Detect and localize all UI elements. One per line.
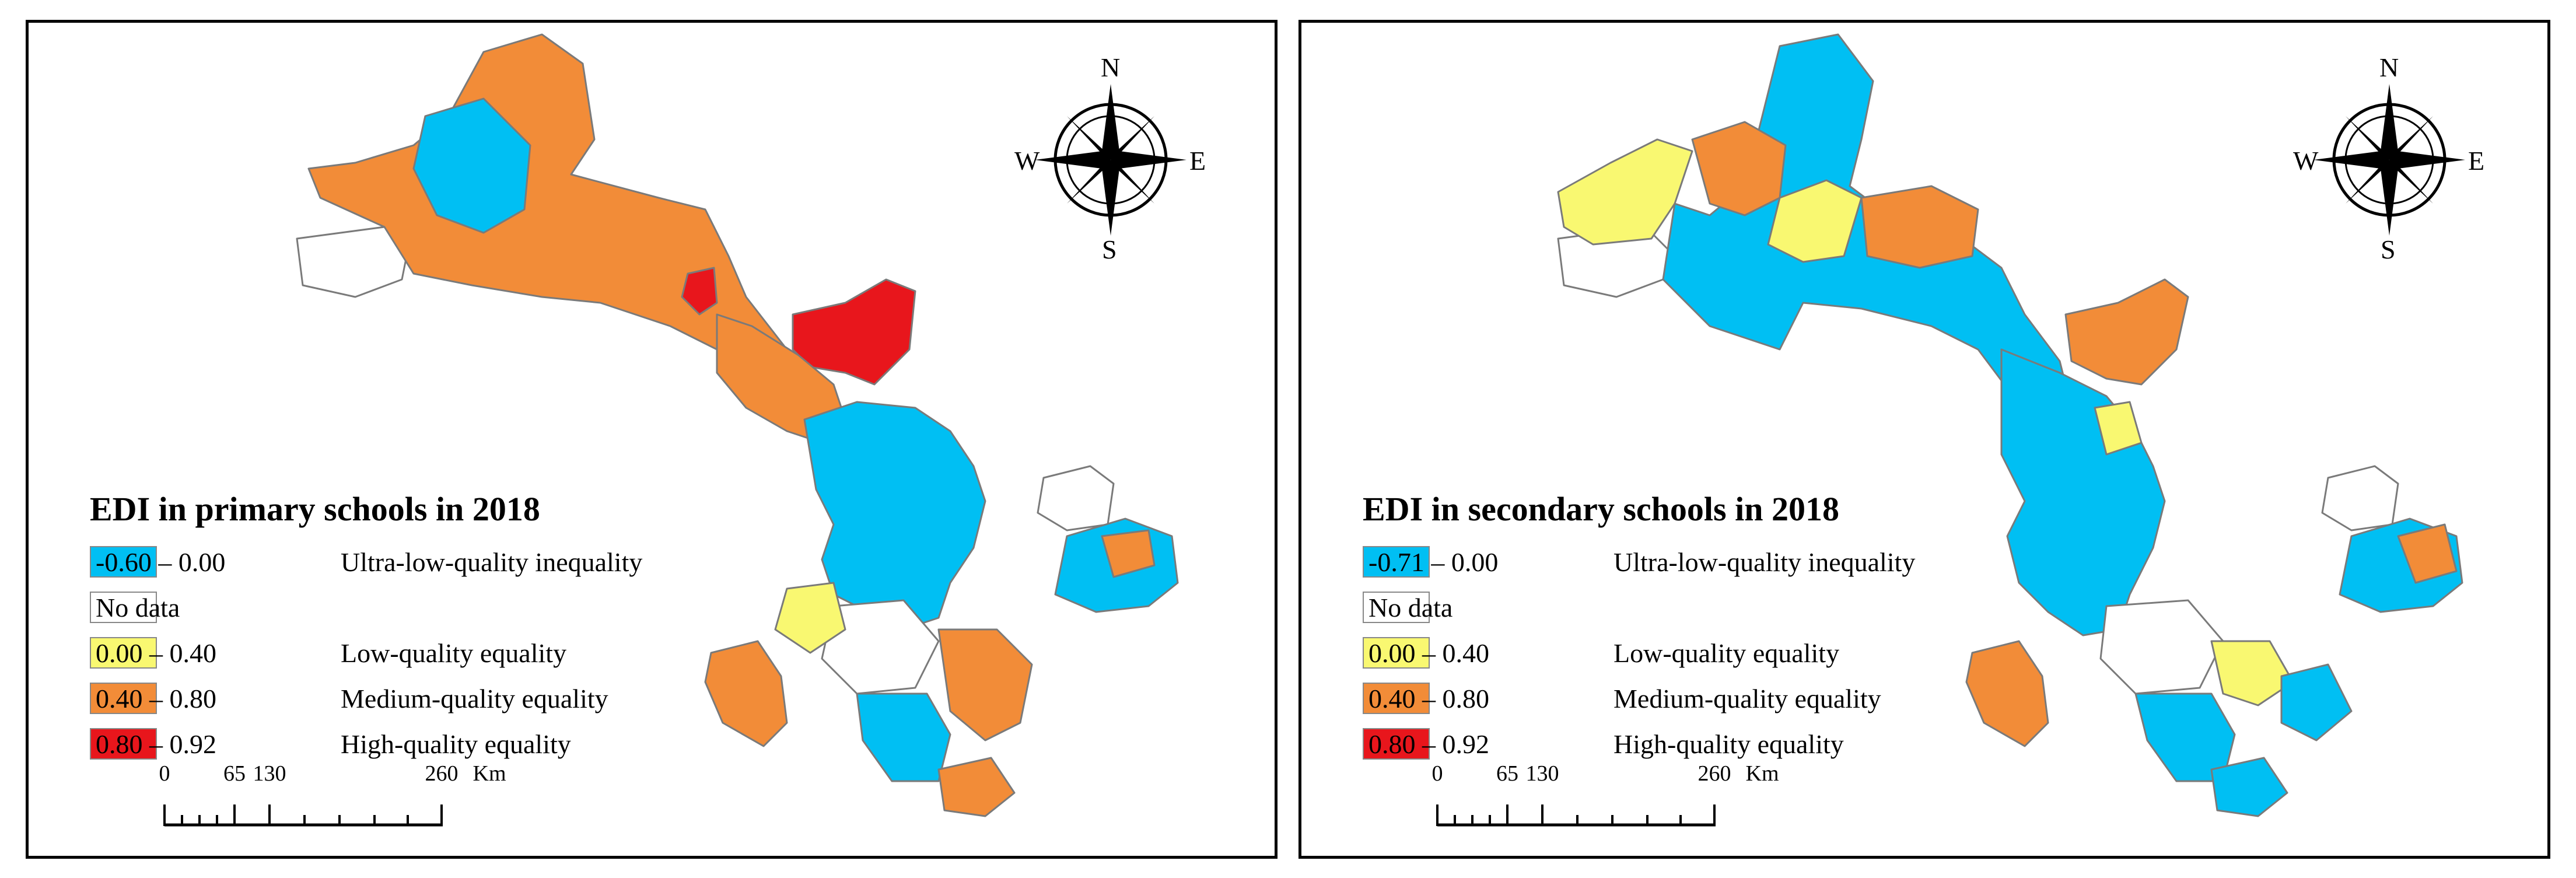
region-south-yellow bbox=[774, 582, 846, 654]
region-nodata-east bbox=[1037, 465, 1115, 531]
legend-swatch bbox=[1363, 637, 1430, 669]
legend-swatch bbox=[90, 637, 157, 669]
compass-e-label: E bbox=[1189, 146, 1206, 176]
region-north-blue bbox=[412, 97, 531, 234]
scale-tick-label: 130 bbox=[1525, 761, 1559, 786]
legend-title: EDI in secondary schools in 2018 bbox=[1363, 490, 1839, 528]
region-south-white bbox=[2099, 599, 2224, 695]
legend-range: 0.40 – 0.80 bbox=[96, 683, 216, 713]
compass-n-label: N bbox=[1101, 53, 1121, 82]
region-central-blue bbox=[803, 401, 986, 631]
region-south-tail bbox=[937, 757, 1016, 817]
compass-rose-icon bbox=[1035, 84, 1186, 236]
scale-tick-label: 65 bbox=[223, 761, 246, 786]
legend-swatch bbox=[1363, 728, 1430, 760]
legend-item: No data bbox=[1363, 585, 2004, 630]
map-panel-secondary: N S W E EDI in secondary schools in 2018… bbox=[1298, 20, 2550, 859]
map-panel-primary: N S W E EDI in primary schools in 2018 -… bbox=[26, 20, 1278, 859]
compass-rose-icon bbox=[2314, 84, 2465, 236]
region-central-blue bbox=[2000, 348, 2166, 636]
compass-n-label: N bbox=[2379, 53, 2399, 82]
legend-label: Ultra-low-quality inequality bbox=[341, 547, 643, 577]
scale-tick-label: 260 bbox=[1698, 761, 1731, 786]
legend-item: 0.80 – 0.92 High-quality equality bbox=[1363, 721, 2004, 767]
legend-range: -0.71 – 0.00 bbox=[1368, 547, 1499, 577]
legend-label: No data bbox=[1368, 592, 1453, 622]
region-east-orange bbox=[1101, 529, 1156, 578]
legend-item: No data bbox=[90, 585, 732, 630]
scale-unit: Km bbox=[473, 761, 506, 786]
compass-s-label: S bbox=[2381, 235, 2396, 264]
legend-item: -0.71 – 0.00 Ultra-low-quality inequalit… bbox=[1363, 539, 2004, 585]
scale-tick-label: 130 bbox=[253, 761, 286, 786]
region-red-small bbox=[681, 267, 718, 316]
compass-w-label: W bbox=[2293, 146, 2319, 176]
legend-label: No data bbox=[96, 592, 180, 622]
legend: EDI in secondary schools in 2018 -0.71 –… bbox=[1363, 489, 2004, 767]
legend-item: -0.60 – 0.00 Ultra-low-quality inequalit… bbox=[90, 539, 732, 585]
scale-tick-label: 0 bbox=[1432, 761, 1443, 786]
compass-s-label: S bbox=[1102, 235, 1117, 264]
legend-range: 0.80 – 0.92 bbox=[1368, 729, 1489, 759]
legend-swatch bbox=[1363, 546, 1430, 578]
legend-swatch bbox=[90, 683, 157, 714]
legend-swatch bbox=[90, 592, 157, 623]
legend-label: High-quality equality bbox=[341, 729, 571, 759]
legend-swatch bbox=[1363, 683, 1430, 714]
legend-range: 0.40 – 0.80 bbox=[1368, 683, 1489, 713]
region-south-tail bbox=[2210, 757, 2288, 817]
region-southwest-orange bbox=[704, 640, 788, 747]
region-south-yellow bbox=[2210, 640, 2294, 706]
scale-bar-ruler bbox=[1436, 804, 1716, 827]
legend-range: 0.00 – 0.40 bbox=[1368, 638, 1489, 668]
legend-range: 0.00 – 0.40 bbox=[96, 638, 216, 668]
scale-tick-label: 0 bbox=[159, 761, 170, 786]
legend-label: Low-quality equality bbox=[1614, 638, 1840, 668]
legend-swatch bbox=[1363, 592, 1430, 623]
legend-label: High-quality equality bbox=[1614, 729, 1844, 759]
compass-e-label: E bbox=[2468, 146, 2485, 176]
legend-label: Ultra-low-quality inequality bbox=[1614, 547, 1916, 577]
north-arrow: N S W E bbox=[2293, 52, 2486, 264]
region-east-orange bbox=[2064, 278, 2189, 386]
region-map-primary bbox=[296, 33, 1179, 817]
legend-swatch bbox=[90, 728, 157, 760]
legend-item: 0.40 – 0.80 Medium-quality equality bbox=[90, 676, 732, 721]
legend-label: Medium-quality equality bbox=[341, 683, 608, 713]
scale-bar-ruler bbox=[163, 804, 443, 827]
legend-label: Low-quality equality bbox=[341, 638, 567, 668]
north-arrow: N S W E bbox=[1014, 52, 1207, 264]
legend-item: 0.40 – 0.80 Medium-quality equality bbox=[1363, 676, 2004, 721]
region-east-white bbox=[2321, 465, 2399, 531]
compass-w-label: W bbox=[1014, 146, 1040, 176]
legend-title: EDI in primary schools in 2018 bbox=[90, 490, 540, 528]
region-corridor-orange bbox=[1860, 185, 1979, 269]
legend-item: 0.80 – 0.92 High-quality equality bbox=[90, 721, 732, 767]
region-north-yellow bbox=[1767, 179, 1863, 263]
legend-range: 0.80 – 0.92 bbox=[96, 729, 216, 759]
region-south-orange bbox=[937, 628, 1033, 741]
legend-label: Medium-quality equality bbox=[1614, 683, 1881, 713]
region-east-orange-2 bbox=[2397, 523, 2458, 584]
region-south-white bbox=[821, 599, 940, 695]
scale-unit: Km bbox=[1745, 761, 1779, 786]
scale-tick-label: 260 bbox=[425, 761, 459, 786]
legend-swatch bbox=[90, 546, 157, 578]
region-south-blue bbox=[856, 692, 951, 782]
legend: EDI in primary schools in 2018 -0.60 – 0… bbox=[90, 489, 732, 767]
region-southeast-blue bbox=[2280, 663, 2353, 741]
region-central-yellow bbox=[2094, 401, 2143, 456]
region-southwest-orange bbox=[1965, 640, 2049, 747]
region-map-secondary bbox=[1557, 33, 2463, 817]
legend-item: 0.00 – 0.40 Low-quality equality bbox=[1363, 630, 2004, 676]
legend-item: 0.00 – 0.40 Low-quality equality bbox=[90, 630, 732, 676]
legend-range: -0.60 – 0.00 bbox=[96, 547, 226, 577]
scale-tick-label: 65 bbox=[1496, 761, 1518, 786]
